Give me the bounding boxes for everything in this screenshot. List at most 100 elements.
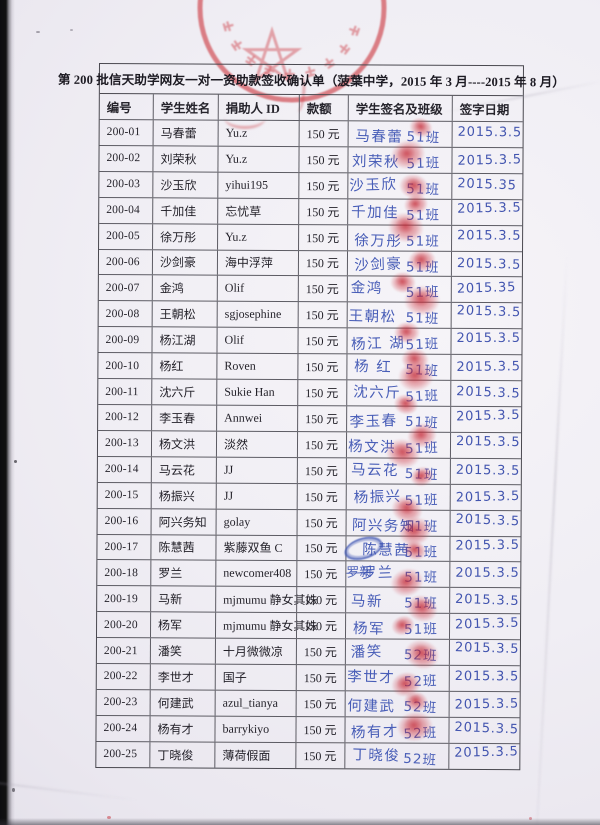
student-name-cell: 千加佳 [152, 197, 218, 224]
student-name-cell: 潘笑 [149, 638, 215, 664]
amount-cell: 150 元 [298, 146, 348, 173]
handwritten-class: 51班 [406, 180, 441, 199]
sign-date-cell: 2015.3.5 [448, 717, 520, 743]
column-header: 签字日期 [451, 95, 523, 122]
sign-date-cell: 2015.3.5 [448, 743, 520, 769]
handwritten-signature: 杨 红 [353, 359, 393, 377]
amount-cell: 150 元 [296, 431, 347, 458]
signature-cell: 马春蕾 51班 [347, 121, 452, 147]
student-name-cell: 罗兰 [150, 560, 216, 586]
student-id-cell: 200-21 [103, 644, 138, 657]
table-row: 200-07 金鸿 Olif 150 元金鸿 51班 2015.35 [98, 274, 522, 303]
table-row: 200-25 丁晓俊 薄荷假面 150 元丁晓俊 52班 2015.3.5 [96, 740, 520, 769]
donor-id-cell: barrykiyo [214, 716, 296, 742]
handwritten-date: 2015.3.5 [455, 407, 521, 425]
table-row: 200-13 杨文洪 淡然 150 元杨文洪 51班 2015.3.5 [97, 429, 522, 458]
handwritten-class: 51班 [405, 310, 440, 328]
handwritten-class: 51班 [404, 544, 439, 561]
donor-id-cell: 薄荷假面 [214, 742, 296, 768]
handwritten-class: 51班 [405, 387, 440, 406]
amount-cell: 150 元 [298, 172, 348, 199]
handwritten-date: 2015.3.5 [456, 331, 521, 347]
student-id-cell: 200-18 [104, 566, 139, 580]
signature-cell: 何建武 52班 [344, 691, 449, 717]
table-row: 200-22 李世才 国子 150 元李世才 52班 2015.3.5 [96, 663, 520, 692]
scan-speck [36, 31, 40, 33]
signature-cell: 陈慧茜 51班 [342, 533, 450, 562]
signature-cell: 千加佳 51班 [347, 199, 452, 225]
table-header-row: 编号 学生姓名 捐助人 ID 款额 学生签名及班级 签字日期 [99, 93, 523, 122]
amount-cell: 150 元 [297, 406, 347, 432]
handwritten-signature: 徐万彤 [354, 232, 403, 250]
struck-signature: 罗新 [346, 565, 373, 582]
table-row: 200-09 杨江湖 Olif 150 元杨江 湖 51班 2015.3.5 [98, 326, 522, 355]
sign-date-cell: 2015.3.5 [448, 639, 520, 666]
amount-cell: 150 元 [295, 742, 345, 768]
paper-crease [0, 780, 138, 802]
student-id-cell: 200-03 [106, 178, 141, 191]
sign-date-cell: 2015.3.5 [449, 536, 521, 562]
donor-id-cell: Roven [216, 353, 298, 380]
sign-date-cell: 2015.3.5 [449, 510, 521, 536]
table-row: 200-20 杨军 mjmumu 静女其姝 150 元杨军 51班 2015.3.5 [96, 611, 521, 640]
student-id-cell: 200-15 [104, 489, 139, 502]
table-row: 200-23 何建武 azul_tianya 150 元何建武 52班 2015.3.5 [96, 688, 520, 718]
scan-speck [70, 29, 73, 31]
handwritten-date: 2015.3.5 [454, 696, 520, 713]
column-header: 学生姓名 [152, 94, 218, 120]
table-row: 200-08 王朝松 sgjosephine 150 元王朝松 51班 2015.3.5 [98, 300, 522, 329]
student-id-cell: 200-11 [105, 385, 139, 398]
table-row: 200-12 李玉春 Annwei 150 元李玉春 51班 2015.3.5 [98, 403, 522, 433]
table-row: 200-01 马春蕾 Yu.z 150 元马春蕾 51班 2015.3.5 [99, 119, 523, 148]
signature-cell: 杨文洪 51班 [345, 432, 451, 458]
amount-cell: 150 元 [295, 665, 345, 691]
sign-date-cell: 2015.3.5 [450, 355, 522, 381]
scanner-edge-shadow [0, 818, 600, 825]
signature-cell: 潘笑 52班 [344, 639, 449, 665]
student-id-cell: 200-02 [106, 152, 141, 165]
table-row: 200-18 罗兰 newcomer408 150 元罗新 罗兰 51班 2015.3.5 [97, 559, 521, 588]
handwritten-class: 51班 [403, 621, 438, 639]
handwritten-signature: 沙剑豪 [354, 255, 403, 274]
handwritten-class: 51班 [405, 336, 440, 354]
signature-cell: 马新 51班 [345, 587, 450, 614]
student-name-cell: 王朝松 [151, 301, 217, 327]
handwritten-class: 51班 [404, 569, 439, 587]
paper-crease [536, 255, 568, 825]
student-name-cell: 阿兴务知 [150, 508, 216, 535]
signature-cell: 沙剑豪 51班 [346, 250, 452, 277]
table-row: 200-16 阿兴务知 golay 150 元阿兴务知 51班 2015.3.5 [97, 507, 521, 536]
student-id-cell: 200-04 [106, 204, 141, 217]
student-name-cell: 马新 [150, 586, 216, 612]
student-name-cell: 李世才 [149, 664, 215, 690]
amount-cell: 150 元 [298, 224, 348, 250]
donor-id-cell: yihui195 [217, 172, 299, 198]
student-id-cell: 200-19 [104, 592, 139, 605]
student-id-cell: 200-07 [105, 281, 140, 295]
handwritten-class: 51班 [404, 517, 439, 535]
handwritten-date: 2015.3.5 [456, 359, 521, 376]
student-id-cell: 200-01 [106, 126, 141, 139]
amount-cell: 150 元 [297, 328, 347, 354]
donor-id-cell: JJ [215, 457, 297, 483]
student-name-cell: 刘荣秋 [152, 146, 218, 172]
student-id-cell: 200-05 [106, 230, 140, 243]
handwritten-date: 2015.3.5 [455, 566, 520, 582]
student-name-cell: 杨振兴 [150, 482, 216, 509]
table-row: 200-24 杨有才 barrykiyo 150 元杨有才 52班 2015.3.5 [96, 714, 520, 743]
donor-id-cell: golay [215, 509, 297, 535]
handwritten-signature: 马云花 [350, 461, 400, 480]
handwritten-signature: 杨军 [352, 621, 386, 638]
handwritten-date: 2015.3.5 [454, 744, 519, 761]
handwritten-signature: 杨文洪 [347, 438, 397, 457]
sign-date-cell: 2015.3.5 [449, 432, 522, 458]
amount-cell: 150 元 [296, 587, 346, 613]
amount-cell: 150 元 [297, 380, 347, 406]
handwritten-signature: 杨振兴 [353, 488, 402, 507]
student-id-cell: 200-20 [104, 618, 138, 631]
student-id-cell: 200-22 [103, 670, 138, 683]
sign-date-cell: 2015.3.5 [448, 665, 520, 692]
sign-date-cell: 2015.3.5 [451, 225, 523, 251]
amount-cell: 150 元 [295, 716, 345, 743]
